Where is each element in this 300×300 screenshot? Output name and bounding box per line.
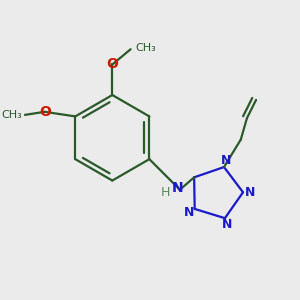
Text: O: O xyxy=(106,58,118,71)
Text: H: H xyxy=(160,186,170,199)
Text: N: N xyxy=(172,181,183,195)
Text: N: N xyxy=(222,218,232,231)
Text: O: O xyxy=(39,105,51,119)
Text: N: N xyxy=(221,154,231,167)
Text: CH₃: CH₃ xyxy=(136,43,156,53)
Text: N: N xyxy=(244,186,255,199)
Text: CH₃: CH₃ xyxy=(1,110,22,120)
Text: N: N xyxy=(184,206,194,220)
